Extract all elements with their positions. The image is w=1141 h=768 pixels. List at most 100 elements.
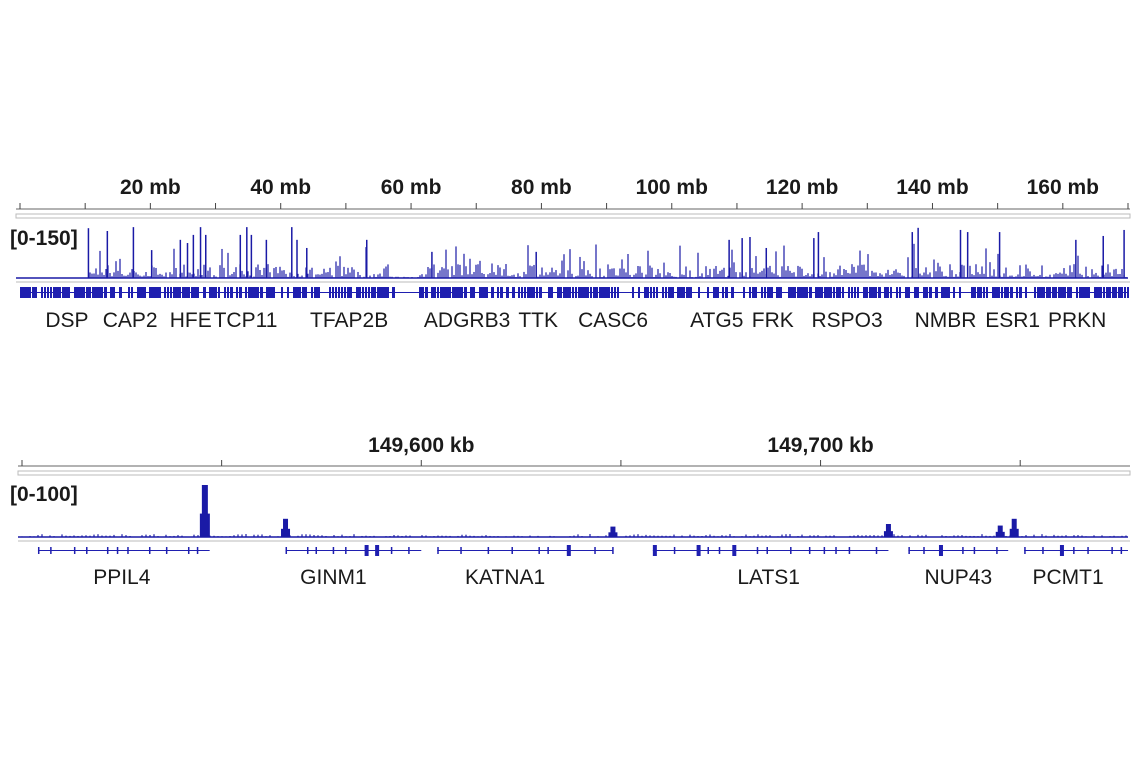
gene-exon xyxy=(127,547,129,554)
ruler-tick-label: 100 mb xyxy=(636,176,708,199)
gene-label: NMBR xyxy=(915,309,977,332)
gene-exon xyxy=(315,547,318,554)
gene-exon xyxy=(594,547,596,554)
gene-exon xyxy=(547,547,549,554)
ruler-tick-label: 80 mb xyxy=(511,176,572,199)
gene-exon xyxy=(375,545,380,556)
gene-exon xyxy=(1073,547,1075,554)
gene-exon xyxy=(1111,547,1113,554)
gene-exon xyxy=(50,547,52,554)
gene-label: CASC6 xyxy=(578,309,648,332)
gene-label: TFAP2B xyxy=(310,309,388,332)
ruler-divider xyxy=(17,470,1131,476)
gene-exon xyxy=(707,547,709,554)
signal-peak xyxy=(201,485,208,537)
gene-exon xyxy=(673,547,676,554)
gene-label: LATS1 xyxy=(737,566,800,589)
signal-peak-shoulder xyxy=(883,531,893,537)
gene-exon xyxy=(766,547,768,554)
ruler-tick-label: 60 mb xyxy=(381,176,442,199)
gene-exon xyxy=(962,547,964,554)
gene-exon xyxy=(332,547,335,554)
gene-exon xyxy=(790,547,792,554)
gene-exon xyxy=(732,545,737,556)
ruler-tick-label: 160 mb xyxy=(1027,176,1099,199)
signal-peak-shoulder xyxy=(1009,528,1019,537)
gene-exon xyxy=(408,547,410,554)
gene-exon xyxy=(808,547,811,554)
gene-label: HFE xyxy=(170,309,212,332)
gene-exon xyxy=(923,547,925,554)
locus-zoom-panel: 149,600 kb 149,700 kb [0-100] PPIL4 GINM1 KAT… xyxy=(10,434,1131,589)
gene-exon xyxy=(37,547,40,554)
gene-label: FRK xyxy=(752,309,794,332)
ruler-divider xyxy=(15,213,1131,219)
gene-exon xyxy=(875,547,878,554)
gene-exon xyxy=(1059,545,1064,556)
gene-exon xyxy=(364,545,369,556)
gene-exon xyxy=(938,545,943,556)
gene-label: PPIL4 xyxy=(93,566,151,589)
gene-label: GINM1 xyxy=(300,566,367,589)
gene-label: ATG5 xyxy=(690,309,743,332)
gene-label: KATNA1 xyxy=(465,566,545,589)
gene-exon xyxy=(196,547,199,554)
gene-label: DSP xyxy=(45,309,88,332)
signal-peak-shoulder xyxy=(608,532,618,537)
gene-exon xyxy=(566,545,571,556)
gene-exon xyxy=(487,547,490,554)
gene-label: ADGRB3 xyxy=(424,309,510,332)
signal-peak xyxy=(997,525,1003,537)
gene-exon xyxy=(73,547,76,554)
gene-exon xyxy=(390,547,393,554)
ruler-tick-label: 149,600 kb xyxy=(368,434,474,457)
gene-exon xyxy=(996,547,998,554)
chromosome-overview-panel: 20 mb 40 mb 60 mb 80 mb 100 mb 120 mb 140 mb 16… xyxy=(10,176,1131,332)
gene-label: ESR1 xyxy=(985,309,1040,332)
gene-exon xyxy=(908,547,910,554)
signal-peak-shoulder xyxy=(199,513,210,537)
gene-exon xyxy=(848,547,851,554)
gene-label: PCMT1 xyxy=(1033,566,1104,589)
gene-exon xyxy=(148,547,151,554)
gene-label: PRKN xyxy=(1048,309,1106,332)
data-range-label: [0-150] xyxy=(10,227,78,250)
ruler-tick-label: 140 mb xyxy=(896,176,968,199)
gene-label: NUP43 xyxy=(924,566,992,589)
signal-peak-shoulder xyxy=(281,528,291,537)
signal-peak xyxy=(885,524,891,537)
gene-exon xyxy=(823,547,826,554)
gene-exon xyxy=(718,547,721,554)
gene-exon xyxy=(612,547,614,554)
signal-peak-shoulder xyxy=(995,531,1005,537)
gene-exon xyxy=(345,547,347,554)
gene-exon xyxy=(306,547,309,554)
ruler-tick-label: 149,700 kb xyxy=(767,434,873,457)
gene-exon xyxy=(835,547,837,554)
gene-exon xyxy=(756,547,759,554)
data-range-label: [0-100] xyxy=(10,483,78,506)
signal-peak xyxy=(1011,518,1017,537)
gene-label: CAP2 xyxy=(103,309,158,332)
gene-exon xyxy=(511,547,513,554)
gene-exon xyxy=(1087,547,1089,554)
ruler-tick-label: 20 mb xyxy=(120,176,181,199)
gene-label: RSPO3 xyxy=(811,309,882,332)
gene-exon xyxy=(437,547,439,554)
gene-label: TTK xyxy=(518,309,558,332)
gene-exon xyxy=(1042,547,1044,554)
gene-label: TCP11 xyxy=(214,309,278,332)
gene-exon xyxy=(696,545,701,556)
signal-peak xyxy=(610,526,616,537)
gene-exon xyxy=(116,547,119,554)
gene-exon xyxy=(460,547,462,554)
gene-exon xyxy=(285,547,288,554)
gene-exon xyxy=(187,547,190,554)
gene-exon xyxy=(1024,547,1026,554)
gene-exon xyxy=(538,547,540,554)
gene-exon xyxy=(1120,547,1123,554)
gene-exon xyxy=(652,545,657,556)
gene-exon xyxy=(973,547,976,554)
gene-exon xyxy=(106,547,109,554)
